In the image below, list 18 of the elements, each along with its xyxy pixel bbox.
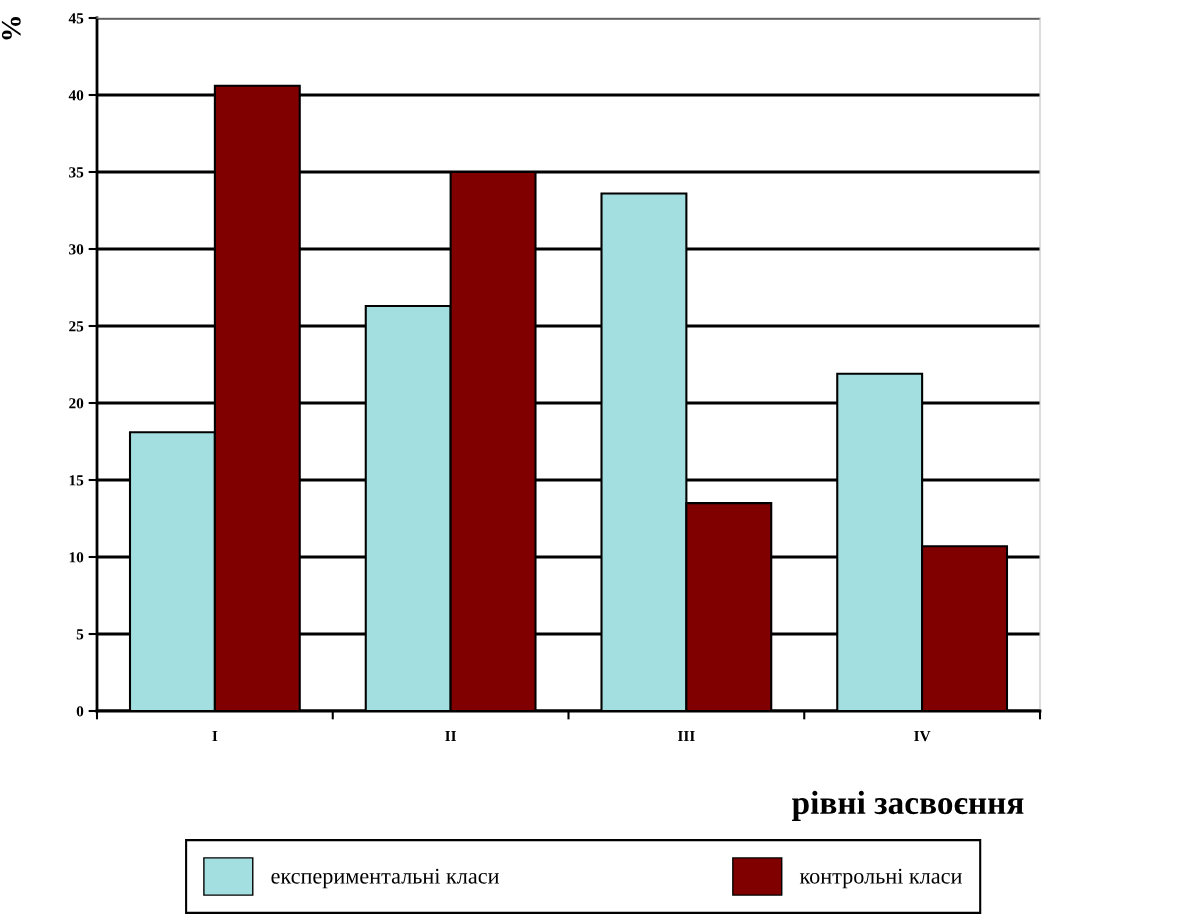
y-axis-title: % [1,17,21,40]
y-tick-label: 35 [69,167,84,178]
x-axis-title: рівні засвоєння [792,790,1024,821]
x-tick-label: II [445,731,457,742]
y-tick-label: 20 [69,398,84,409]
y-tick-label: 45 [68,13,84,24]
x-tick-label: IV [914,731,931,742]
y-tick-label: 15 [69,475,84,486]
legend-label: контрольні класи [799,868,962,889]
x-tick-label: I [212,731,218,742]
y-tick-label: 10 [69,552,84,563]
y-tick-label: 5 [76,629,84,640]
y-tick-label: 30 [69,244,84,255]
y-tick-label: 0 [76,706,84,717]
y-tick-label: 40 [68,90,84,101]
y-tick-label: 25 [69,321,84,332]
legend-label: експериментальні класи [271,868,499,889]
x-tick-label: III [677,731,695,742]
